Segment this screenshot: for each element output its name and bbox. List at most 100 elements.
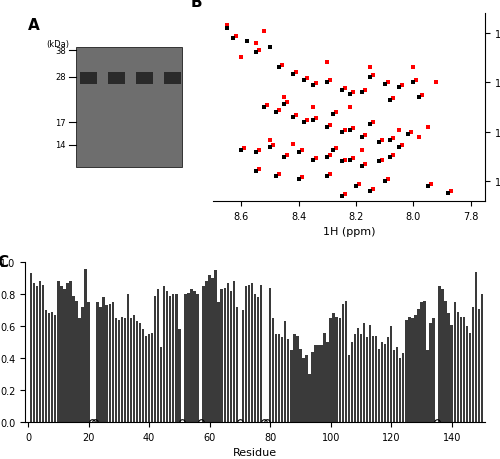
Bar bbox=[290, 350, 292, 422]
Bar bbox=[466, 326, 468, 422]
Bar bbox=[456, 312, 459, 422]
Bar bbox=[314, 346, 316, 422]
Bar bbox=[448, 313, 450, 422]
Bar bbox=[308, 375, 310, 422]
Bar bbox=[350, 342, 353, 422]
Bar bbox=[57, 282, 59, 422]
Bar bbox=[136, 73, 153, 85]
Bar bbox=[208, 275, 211, 422]
Bar bbox=[248, 285, 250, 422]
Bar bbox=[478, 309, 480, 422]
Bar bbox=[399, 358, 402, 422]
Bar bbox=[78, 319, 80, 422]
Bar bbox=[124, 319, 126, 422]
Bar bbox=[472, 307, 474, 422]
Bar bbox=[108, 73, 125, 85]
Bar bbox=[102, 298, 105, 422]
Bar bbox=[108, 304, 111, 422]
Bar bbox=[444, 301, 447, 422]
Bar bbox=[417, 309, 420, 422]
X-axis label: 1H (ppm): 1H (ppm) bbox=[322, 227, 375, 237]
Bar bbox=[232, 282, 235, 422]
Bar bbox=[312, 352, 314, 422]
X-axis label: Residue: Residue bbox=[233, 448, 277, 458]
Text: 14: 14 bbox=[56, 141, 66, 150]
Bar bbox=[460, 317, 462, 422]
Bar bbox=[393, 350, 396, 422]
Bar bbox=[287, 339, 290, 422]
Bar bbox=[299, 349, 302, 422]
Bar bbox=[172, 295, 174, 422]
Bar bbox=[281, 338, 283, 422]
Bar bbox=[132, 315, 135, 422]
Bar bbox=[426, 350, 428, 422]
Bar bbox=[284, 322, 286, 422]
Bar bbox=[320, 346, 323, 422]
Bar bbox=[324, 333, 326, 422]
Bar bbox=[438, 286, 441, 422]
Bar bbox=[378, 349, 380, 422]
Bar bbox=[139, 323, 141, 422]
Bar bbox=[120, 317, 123, 422]
Bar bbox=[326, 342, 329, 422]
Bar bbox=[260, 285, 262, 422]
Bar bbox=[402, 353, 404, 422]
Bar bbox=[462, 317, 465, 422]
Bar bbox=[375, 336, 378, 422]
Bar bbox=[269, 288, 272, 422]
Bar bbox=[405, 320, 407, 422]
Bar bbox=[420, 302, 422, 422]
Bar bbox=[39, 282, 42, 422]
Bar bbox=[63, 290, 66, 422]
Bar bbox=[118, 320, 120, 422]
Bar bbox=[48, 313, 50, 422]
Bar bbox=[163, 286, 166, 422]
Text: C: C bbox=[0, 255, 8, 269]
Bar bbox=[220, 290, 223, 422]
Bar bbox=[305, 355, 308, 422]
Bar bbox=[236, 307, 238, 422]
Bar bbox=[184, 295, 186, 422]
Text: 28: 28 bbox=[55, 73, 66, 82]
Bar bbox=[66, 283, 68, 422]
Bar bbox=[76, 48, 182, 168]
Bar bbox=[366, 338, 368, 422]
Bar bbox=[84, 269, 86, 422]
Bar bbox=[106, 306, 108, 422]
Bar bbox=[468, 333, 471, 422]
Bar bbox=[430, 323, 432, 422]
Bar bbox=[175, 295, 178, 422]
Bar bbox=[226, 283, 229, 422]
Bar bbox=[218, 302, 220, 422]
Bar bbox=[30, 274, 32, 422]
Bar bbox=[187, 293, 190, 422]
Bar bbox=[251, 283, 253, 422]
Bar bbox=[332, 313, 335, 422]
Bar bbox=[344, 301, 347, 422]
Bar bbox=[381, 342, 384, 422]
Bar bbox=[254, 295, 256, 422]
Bar bbox=[330, 319, 332, 422]
Bar bbox=[166, 291, 168, 422]
Bar bbox=[136, 322, 138, 422]
Text: 38: 38 bbox=[55, 47, 66, 56]
Bar bbox=[164, 73, 180, 85]
Bar bbox=[454, 302, 456, 422]
Bar bbox=[275, 335, 278, 422]
Bar bbox=[69, 282, 71, 422]
Bar bbox=[33, 283, 35, 422]
Bar bbox=[178, 330, 180, 422]
Bar bbox=[369, 325, 371, 422]
Bar bbox=[100, 307, 102, 422]
Bar bbox=[450, 325, 453, 422]
Bar bbox=[42, 285, 44, 422]
Bar bbox=[411, 319, 414, 422]
Bar bbox=[360, 335, 362, 422]
Bar bbox=[148, 335, 150, 422]
Bar bbox=[60, 286, 62, 422]
Bar bbox=[432, 319, 435, 422]
Bar bbox=[442, 290, 444, 422]
Bar bbox=[96, 302, 99, 422]
Bar bbox=[396, 347, 398, 422]
Bar bbox=[474, 272, 477, 422]
